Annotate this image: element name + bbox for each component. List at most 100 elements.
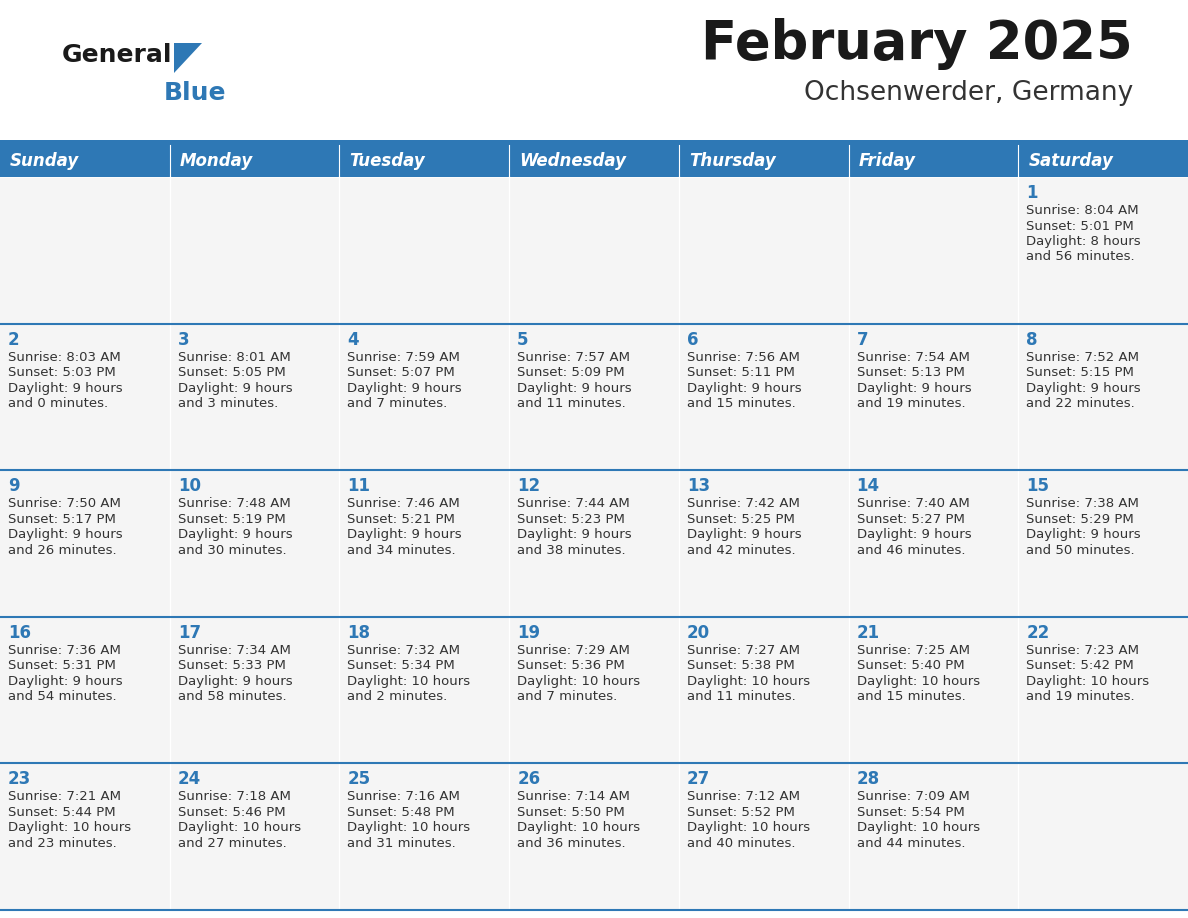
- Text: Sunrise: 7:18 AM: Sunrise: 7:18 AM: [178, 790, 291, 803]
- Text: Daylight: 10 hours: Daylight: 10 hours: [517, 675, 640, 688]
- Text: Sunrise: 7:27 AM: Sunrise: 7:27 AM: [687, 644, 800, 656]
- Text: Sunset: 5:44 PM: Sunset: 5:44 PM: [8, 806, 115, 819]
- Text: Daylight: 10 hours: Daylight: 10 hours: [347, 822, 470, 834]
- Text: Sunset: 5:42 PM: Sunset: 5:42 PM: [1026, 659, 1135, 672]
- Text: Sunset: 5:17 PM: Sunset: 5:17 PM: [8, 512, 116, 526]
- Text: 14: 14: [857, 477, 879, 495]
- Text: Blue: Blue: [164, 81, 227, 105]
- Text: and 34 minutes.: and 34 minutes.: [347, 543, 456, 556]
- Text: Sunrise: 8:01 AM: Sunrise: 8:01 AM: [178, 351, 290, 364]
- Text: Sunrise: 7:40 AM: Sunrise: 7:40 AM: [857, 498, 969, 510]
- Text: 5: 5: [517, 330, 529, 349]
- Text: Monday: Monday: [179, 152, 253, 170]
- Text: 8: 8: [1026, 330, 1038, 349]
- Text: and 11 minutes.: and 11 minutes.: [517, 397, 626, 410]
- Text: Wednesday: Wednesday: [519, 152, 626, 170]
- Text: Sunrise: 7:32 AM: Sunrise: 7:32 AM: [347, 644, 461, 656]
- Bar: [678, 470, 848, 617]
- Text: 2: 2: [8, 330, 20, 349]
- Text: and 50 minutes.: and 50 minutes.: [1026, 543, 1135, 556]
- Text: Sunset: 5:21 PM: Sunset: 5:21 PM: [347, 512, 455, 526]
- Bar: [1018, 177, 1188, 324]
- Text: Sunset: 5:36 PM: Sunset: 5:36 PM: [517, 659, 625, 672]
- Text: Thursday: Thursday: [689, 152, 776, 170]
- Bar: [510, 177, 678, 324]
- Text: Sunrise: 7:48 AM: Sunrise: 7:48 AM: [178, 498, 290, 510]
- Text: Sunset: 5:27 PM: Sunset: 5:27 PM: [857, 512, 965, 526]
- Text: Sunrise: 7:38 AM: Sunrise: 7:38 AM: [1026, 498, 1139, 510]
- Text: Sunset: 5:05 PM: Sunset: 5:05 PM: [178, 366, 285, 379]
- Bar: [170, 145, 340, 177]
- Text: Tuesday: Tuesday: [349, 152, 425, 170]
- Bar: [340, 470, 510, 617]
- Text: Sunrise: 7:09 AM: Sunrise: 7:09 AM: [857, 790, 969, 803]
- Bar: [0, 617, 170, 764]
- Text: and 2 minutes.: and 2 minutes.: [347, 690, 448, 703]
- Text: Sunset: 5:46 PM: Sunset: 5:46 PM: [178, 806, 285, 819]
- Bar: [1018, 617, 1188, 764]
- Text: 12: 12: [517, 477, 541, 495]
- Text: Sunrise: 7:50 AM: Sunrise: 7:50 AM: [8, 498, 121, 510]
- Text: Daylight: 9 hours: Daylight: 9 hours: [517, 382, 632, 395]
- Text: Sunrise: 7:54 AM: Sunrise: 7:54 AM: [857, 351, 969, 364]
- Text: Daylight: 9 hours: Daylight: 9 hours: [1026, 382, 1140, 395]
- Bar: [1018, 764, 1188, 910]
- Text: Daylight: 10 hours: Daylight: 10 hours: [347, 675, 470, 688]
- Bar: [848, 177, 1018, 324]
- Text: and 26 minutes.: and 26 minutes.: [8, 543, 116, 556]
- Bar: [678, 764, 848, 910]
- Text: Daylight: 9 hours: Daylight: 9 hours: [687, 528, 802, 542]
- Bar: [678, 324, 848, 470]
- Text: and 38 minutes.: and 38 minutes.: [517, 543, 626, 556]
- Bar: [340, 324, 510, 470]
- Text: Sunrise: 7:42 AM: Sunrise: 7:42 AM: [687, 498, 800, 510]
- Text: and 19 minutes.: and 19 minutes.: [1026, 690, 1135, 703]
- Text: and 54 minutes.: and 54 minutes.: [8, 690, 116, 703]
- Bar: [848, 470, 1018, 617]
- Text: 4: 4: [347, 330, 359, 349]
- Text: 7: 7: [857, 330, 868, 349]
- Text: and 19 minutes.: and 19 minutes.: [857, 397, 965, 410]
- Text: Sunset: 5:54 PM: Sunset: 5:54 PM: [857, 806, 965, 819]
- Text: and 56 minutes.: and 56 minutes.: [1026, 251, 1135, 263]
- Bar: [678, 617, 848, 764]
- Text: Sunrise: 7:56 AM: Sunrise: 7:56 AM: [687, 351, 800, 364]
- Text: and 7 minutes.: and 7 minutes.: [517, 690, 618, 703]
- Text: Daylight: 9 hours: Daylight: 9 hours: [347, 382, 462, 395]
- Bar: [170, 764, 340, 910]
- Text: and 44 minutes.: and 44 minutes.: [857, 837, 965, 850]
- Text: Daylight: 9 hours: Daylight: 9 hours: [8, 528, 122, 542]
- Text: Sunrise: 7:21 AM: Sunrise: 7:21 AM: [8, 790, 121, 803]
- Text: 6: 6: [687, 330, 699, 349]
- Text: Daylight: 9 hours: Daylight: 9 hours: [857, 382, 972, 395]
- Text: Daylight: 10 hours: Daylight: 10 hours: [857, 675, 980, 688]
- Bar: [340, 764, 510, 910]
- Text: and 46 minutes.: and 46 minutes.: [857, 543, 965, 556]
- Bar: [510, 470, 678, 617]
- Text: Sunrise: 7:14 AM: Sunrise: 7:14 AM: [517, 790, 630, 803]
- Bar: [340, 617, 510, 764]
- Text: 28: 28: [857, 770, 879, 789]
- Text: Daylight: 9 hours: Daylight: 9 hours: [8, 382, 122, 395]
- Bar: [848, 145, 1018, 177]
- Bar: [510, 145, 678, 177]
- Text: Daylight: 9 hours: Daylight: 9 hours: [178, 528, 292, 542]
- Text: and 27 minutes.: and 27 minutes.: [178, 837, 286, 850]
- Text: Daylight: 9 hours: Daylight: 9 hours: [178, 675, 292, 688]
- Text: Sunset: 5:19 PM: Sunset: 5:19 PM: [178, 512, 285, 526]
- Bar: [0, 177, 170, 324]
- Text: 13: 13: [687, 477, 710, 495]
- Text: Sunset: 5:11 PM: Sunset: 5:11 PM: [687, 366, 795, 379]
- Bar: [678, 145, 848, 177]
- Text: Sunset: 5:03 PM: Sunset: 5:03 PM: [8, 366, 115, 379]
- Text: Sunset: 5:40 PM: Sunset: 5:40 PM: [857, 659, 965, 672]
- Text: Sunset: 5:15 PM: Sunset: 5:15 PM: [1026, 366, 1135, 379]
- Text: Sunset: 5:31 PM: Sunset: 5:31 PM: [8, 659, 116, 672]
- Bar: [340, 145, 510, 177]
- Text: and 7 minutes.: and 7 minutes.: [347, 397, 448, 410]
- Bar: [0, 324, 170, 470]
- Text: Daylight: 9 hours: Daylight: 9 hours: [1026, 528, 1140, 542]
- Text: General: General: [62, 43, 172, 67]
- Text: 3: 3: [178, 330, 189, 349]
- Bar: [170, 324, 340, 470]
